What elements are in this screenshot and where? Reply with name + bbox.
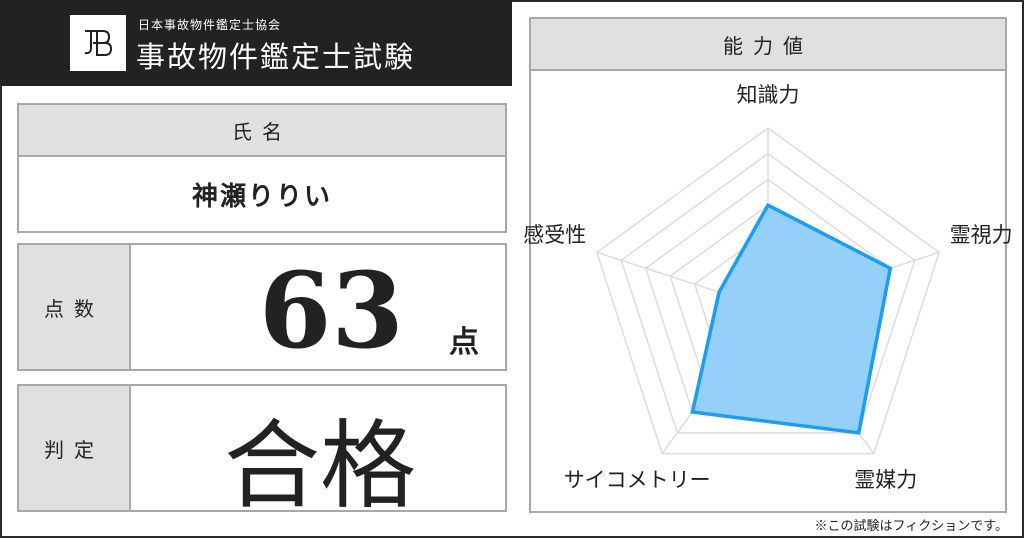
name-table: 氏名 神瀬りりい bbox=[17, 103, 507, 233]
ability-label: 能力値 bbox=[531, 19, 1005, 71]
header-banner: 日本事故物件鑑定士協会 事故物件鑑定士試験 bbox=[0, 0, 512, 86]
organization-name: 日本事故物件鑑定士協会 bbox=[138, 18, 282, 32]
radar-axis-label: 感受性 bbox=[523, 223, 587, 248]
logo-mark-icon bbox=[84, 30, 113, 56]
name-label: 氏名 bbox=[19, 105, 505, 157]
score-label: 点数 bbox=[19, 245, 131, 369]
name-value: 神瀬りりい bbox=[191, 181, 332, 212]
judgment-label: 判定 bbox=[19, 386, 131, 510]
fiction-footnote: ※この試験はフィクションです。 bbox=[814, 519, 1008, 534]
radar-axis-label: 知識力 bbox=[736, 83, 800, 107]
radar-grid-ring bbox=[595, 127, 941, 455]
association-logo bbox=[70, 15, 126, 71]
radar-grid-ring bbox=[620, 152, 916, 434]
exam-title: 事故物件鑑定士試験 bbox=[136, 40, 416, 74]
radar-axis-label: 霊媒力 bbox=[854, 467, 918, 492]
judgment-value: 合格 bbox=[224, 410, 416, 522]
radar-data-area bbox=[690, 202, 893, 435]
score-table: 点数 63 点 bbox=[17, 243, 507, 372]
judgment-table: 判定 合格 bbox=[17, 384, 507, 522]
score-unit: 点 bbox=[449, 325, 479, 360]
radar-axis-label: サイコメトリー bbox=[563, 467, 711, 492]
radar-axis-label: 霊視力 bbox=[949, 223, 1013, 248]
score-value: 63 bbox=[259, 249, 404, 372]
